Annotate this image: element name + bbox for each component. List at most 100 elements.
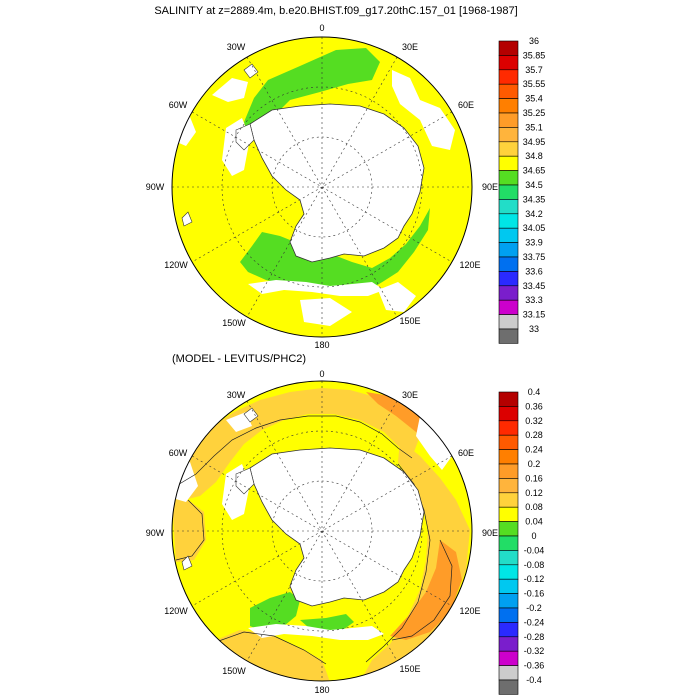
bottom-map-016-region xyxy=(172,388,420,500)
bottom-map-continent-tip xyxy=(181,555,193,571)
top-map-continent-tip xyxy=(181,211,193,227)
top-map-missing-patch xyxy=(248,280,384,296)
top-lon-label-90e: 90E xyxy=(482,182,498,192)
top-colorbar-label: 35.7 xyxy=(525,65,543,75)
top-map-green-region xyxy=(240,208,430,292)
bottom-colorbar-swatch xyxy=(498,564,519,580)
bottom-colorbar-swatch xyxy=(498,492,519,508)
bottom-map-field xyxy=(172,381,472,681)
top-lon-label-120w: 120W xyxy=(164,260,188,270)
bottom-map-02-region xyxy=(390,540,462,640)
bottom-colorbar-swatch xyxy=(498,650,519,666)
top-colorbar-swatch xyxy=(498,55,519,71)
bottom-colorbar-swatch xyxy=(498,434,519,450)
bottom-colorbar-swatch xyxy=(498,578,519,594)
bottom-colorbar-label: -0.12 xyxy=(524,574,545,584)
top-colorbar-swatch xyxy=(498,328,519,344)
top-colorbar-label: 33.15 xyxy=(523,310,546,320)
top-map: SALINITY at z=2889.4m, b.e20.BHIST.f09_g… xyxy=(146,5,546,350)
top-colorbar-swatch xyxy=(498,69,519,85)
bottom-lon-label-30e: 30E xyxy=(402,390,418,400)
top-colorbar-label: 33.6 xyxy=(525,266,543,276)
top-colorbar-swatch xyxy=(498,112,519,128)
bottom-colorbar-swatch xyxy=(498,679,519,695)
top-colorbar-swatch xyxy=(498,285,519,301)
bottom-map-green-region xyxy=(250,592,300,632)
bottom-colorbar-label: 0.4 xyxy=(528,387,541,397)
bottom-lon-label-150w: 150W xyxy=(222,666,246,676)
top-lon-label-30w: 30W xyxy=(227,42,246,52)
top-colorbar-label: 34.5 xyxy=(525,180,543,190)
top-colorbar-label: 33 xyxy=(529,324,539,334)
bottom-map: (MODEL - LEVITUS/PHC2) xyxy=(146,353,545,695)
top-map-antarctica-land xyxy=(249,103,425,263)
bottom-lon-label-150e: 150E xyxy=(399,664,420,674)
bottom-colorbar-label: -0.16 xyxy=(524,589,545,599)
bottom-colorbar-label: 0.16 xyxy=(525,473,543,483)
bottom-colorbar-swatch xyxy=(498,521,519,537)
bottom-colorbar-label: -0.24 xyxy=(524,617,545,627)
bottom-colorbar-swatch xyxy=(498,665,519,681)
top-colorbar-swatch xyxy=(498,127,519,143)
top-map-graticule xyxy=(172,37,472,337)
bottom-lon-label-180: 180 xyxy=(314,685,329,695)
top-colorbar-swatch xyxy=(498,199,519,215)
top-colorbar-swatch xyxy=(498,155,519,171)
top-colorbar-swatch xyxy=(498,213,519,229)
top-map-missing-patch xyxy=(392,70,455,150)
top-colorbar: 36 35.85 35.7 35.55 35.4 35.25 35.1 34.95 34.8 34… xyxy=(498,36,546,344)
top-colorbar-swatch xyxy=(498,83,519,99)
top-colorbar-label: 34.8 xyxy=(525,151,543,161)
bottom-colorbar-swatch xyxy=(498,622,519,638)
bottom-colorbar-label: -0.4 xyxy=(526,675,542,685)
top-lon-label-0: 0 xyxy=(319,23,324,33)
bottom-colorbar-label: -0.36 xyxy=(524,661,545,671)
top-colorbar-swatch xyxy=(498,98,519,114)
bottom-lon-label-60e: 60E xyxy=(458,448,474,458)
top-lon-label-60w: 60W xyxy=(169,100,188,110)
top-map-green-region xyxy=(244,48,380,134)
top-colorbar-swatch xyxy=(498,141,519,157)
bottom-lon-label-120e: 120E xyxy=(459,606,480,616)
top-colorbar-label: 35.1 xyxy=(525,122,543,132)
bottom-colorbar-label: 0.36 xyxy=(525,401,543,411)
bottom-colorbar-swatch xyxy=(498,478,519,494)
top-lon-label-60e: 60E xyxy=(458,100,474,110)
bottom-map-contours xyxy=(175,415,453,665)
bottom-lon-label-90w: 90W xyxy=(146,528,165,538)
bottom-colorbar-label: 0.08 xyxy=(525,502,543,512)
top-colorbar-label: 33.3 xyxy=(525,295,543,305)
top-colorbar-label: 36 xyxy=(529,36,539,46)
top-map-missing-patch xyxy=(378,282,416,312)
top-colorbar-swatch xyxy=(498,40,519,56)
top-colorbar-swatch xyxy=(498,242,519,258)
top-map-boundary xyxy=(171,36,473,338)
bottom-colorbar-label: -0.32 xyxy=(524,646,545,656)
bottom-colorbar-label: 0.12 xyxy=(525,488,543,498)
top-colorbar-label: 35.4 xyxy=(525,94,543,104)
bottom-colorbar-label: 0.32 xyxy=(525,416,543,426)
bottom-colorbar-label: -0.2 xyxy=(526,603,542,613)
bottom-map-continent-tip xyxy=(243,407,259,423)
bottom-map-missing-patch xyxy=(416,416,452,470)
bottom-lon-label-60w: 60W xyxy=(169,448,188,458)
top-lon-label-120e: 120E xyxy=(459,260,480,270)
top-map-continent-tip xyxy=(243,63,259,79)
bottom-lon-label-0: 0 xyxy=(319,369,324,379)
top-colorbar-swatch xyxy=(498,314,519,330)
bottom-lon-label-120w: 120W xyxy=(164,606,188,616)
bottom-map-016-region xyxy=(360,440,470,681)
bottom-colorbar-swatch xyxy=(498,506,519,522)
top-lon-label-180: 180 xyxy=(314,340,329,350)
top-colorbar-swatch xyxy=(498,299,519,315)
bottom-colorbar-swatch xyxy=(498,607,519,623)
top-map-missing-patch xyxy=(300,298,352,326)
bottom-colorbar: 0.4 0.36 0.32 0.28 0.24 0.2 0.16 0.12 0.08 0.04 0 -… xyxy=(498,387,545,695)
bottom-colorbar-swatch xyxy=(498,463,519,479)
top-colorbar-swatch xyxy=(498,170,519,186)
bottom-map-boundary xyxy=(171,380,473,682)
top-lon-label-150w: 150W xyxy=(222,318,246,328)
bottom-colorbar-swatch xyxy=(498,636,519,652)
bottom-map-lon-labels: 0 30E 60E 90E 120E 150E 180 150W 120W 90… xyxy=(146,369,498,695)
